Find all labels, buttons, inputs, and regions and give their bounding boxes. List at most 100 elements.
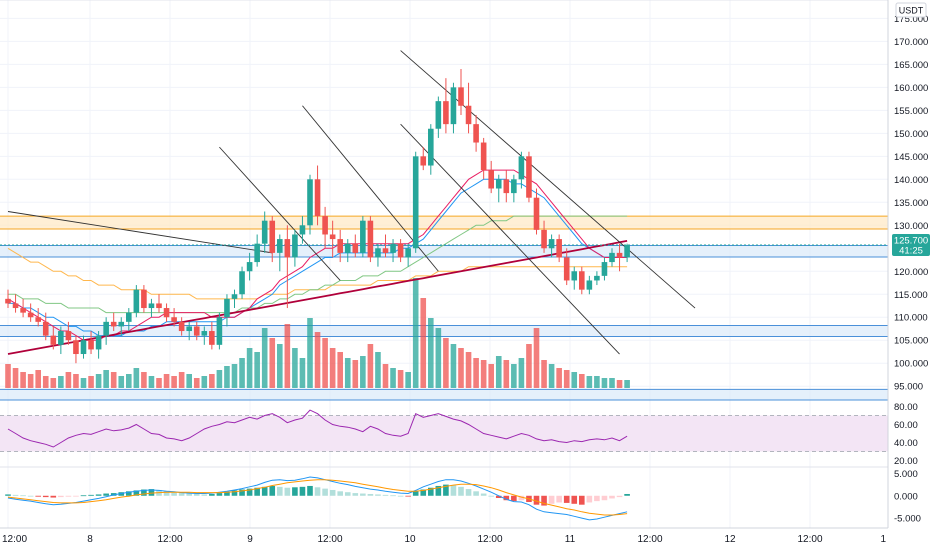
volume-bar xyxy=(284,324,291,388)
candle-body xyxy=(435,101,442,129)
volume-bar xyxy=(156,378,162,388)
zone-blue-3 xyxy=(0,389,888,400)
volume-bar xyxy=(571,372,578,388)
macd-histogram-bar xyxy=(201,494,208,496)
macd-histogram-bar xyxy=(465,489,472,496)
volume-bar xyxy=(201,376,208,388)
volume-bar xyxy=(533,328,540,388)
candle-body xyxy=(269,220,276,253)
macd-histogram-bar xyxy=(133,490,140,496)
volume-bar xyxy=(239,358,245,388)
macd-histogram-bar xyxy=(405,495,411,497)
current-price-label: 125.700 xyxy=(894,236,928,247)
candle-body xyxy=(473,124,479,143)
candle-body xyxy=(103,321,109,336)
volume-bar xyxy=(428,318,434,388)
macd-histogram-bar xyxy=(73,495,79,497)
macd-histogram-bar xyxy=(548,495,555,504)
candle-body xyxy=(450,87,457,125)
macd-histogram-bar xyxy=(495,495,502,498)
candle-body xyxy=(526,156,532,198)
volume-bar xyxy=(503,360,510,388)
volume-bar xyxy=(118,376,125,388)
macd-histogram-bar xyxy=(563,495,570,503)
candle-body xyxy=(518,156,525,180)
volume-bar xyxy=(292,348,298,388)
candle-body xyxy=(246,262,253,272)
candle-body xyxy=(624,245,630,258)
rsi-line xyxy=(7,409,628,448)
macd-histogram-bar xyxy=(193,493,200,496)
macd-histogram-bar xyxy=(428,487,434,496)
volume-bar xyxy=(390,368,396,388)
macd-histogram-bar xyxy=(412,491,419,496)
time-tick-label: 9 xyxy=(247,534,253,545)
candle-body xyxy=(171,317,177,322)
macd-histogram-bar xyxy=(337,491,343,496)
candle-body xyxy=(42,321,49,336)
volume-bar xyxy=(65,372,72,388)
price-tick-label: 115.000 xyxy=(894,290,928,301)
candle-body xyxy=(141,289,147,309)
candle-body xyxy=(465,105,472,125)
price-tick-label: 165.000 xyxy=(894,60,928,71)
macd-histogram-bar xyxy=(65,495,72,497)
candle-body xyxy=(110,321,117,327)
candle-body xyxy=(118,321,125,327)
candle-body xyxy=(503,179,510,194)
macd-histogram-bar xyxy=(458,486,464,496)
macd-histogram-bar xyxy=(352,493,359,496)
macd-histogram-bar xyxy=(95,494,102,496)
volume-bar xyxy=(458,348,464,388)
macd-histogram-bar xyxy=(209,493,215,496)
price-tick-label: 100.000 xyxy=(894,359,928,370)
macd-histogram-bar xyxy=(299,486,306,496)
volume-bar xyxy=(209,374,215,388)
price-tick-label: 110.000 xyxy=(894,313,928,324)
candle-body xyxy=(329,234,336,240)
trendline-4 xyxy=(7,211,273,254)
volume-bar xyxy=(405,372,411,388)
time-tick-label: 12:00 xyxy=(317,534,342,545)
candle-body xyxy=(382,248,389,253)
macd-histogram-bar xyxy=(88,494,94,496)
volume-bar xyxy=(231,364,238,388)
volume-bar xyxy=(488,364,494,388)
trendline-2 xyxy=(400,50,696,309)
candle-body xyxy=(533,197,540,230)
time-tick-label: 12:00 xyxy=(637,534,662,545)
volume-bar xyxy=(375,352,381,388)
price-tick-label: 155.000 xyxy=(894,106,928,117)
volume-bar xyxy=(601,378,608,388)
moving-averages xyxy=(7,169,628,355)
volume-bar xyxy=(360,356,366,388)
rsi-band xyxy=(0,415,888,452)
candle-body xyxy=(352,243,359,253)
price-tick-label: 105.000 xyxy=(894,336,928,347)
volume-bar xyxy=(412,278,419,388)
volume-bar xyxy=(480,360,487,388)
price-badge: 125.700 41:25 xyxy=(892,234,930,257)
macd-histogram-bar xyxy=(473,491,479,496)
candle-body xyxy=(186,326,192,332)
candle-body xyxy=(314,179,321,217)
volume-bar xyxy=(344,358,351,388)
candle-body xyxy=(231,294,238,299)
macd-histogram-bar xyxy=(50,495,57,498)
currency-badge[interactable]: USDT xyxy=(895,2,927,18)
rsi-tick-label: 40.00 xyxy=(894,438,918,449)
macd-histogram-bar xyxy=(246,488,253,496)
time-tick-label: 12:00 xyxy=(797,534,822,545)
time-tick-label: 11 xyxy=(565,534,576,545)
volume-bar xyxy=(556,368,562,388)
macd-histogram-bar xyxy=(624,493,630,496)
macd-tick-label: -5.000 xyxy=(894,514,921,525)
macd-histogram-bar xyxy=(261,486,268,496)
macd-line xyxy=(7,476,628,521)
macd-histogram-bar xyxy=(58,495,64,498)
macd-histogram-bar xyxy=(344,492,351,496)
macd-histogram-bar xyxy=(42,495,49,498)
time-tick-label: 1 xyxy=(880,534,886,545)
volume-bar xyxy=(586,376,593,388)
volume-bar xyxy=(42,376,49,388)
